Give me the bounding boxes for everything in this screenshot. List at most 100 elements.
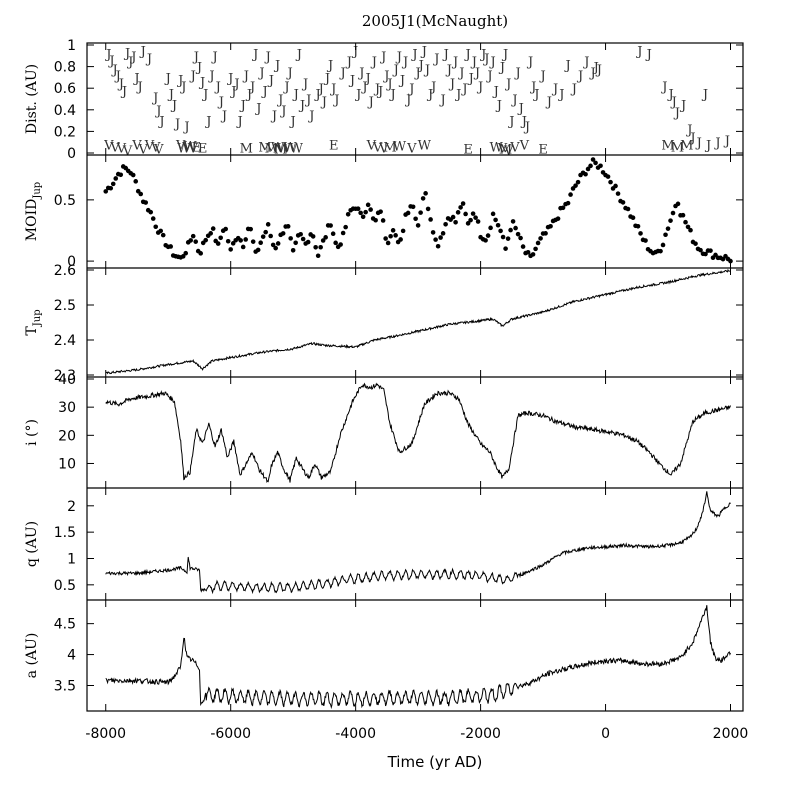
encounter-J-marker: J <box>270 109 277 124</box>
perihelion-ytick-label: 2 <box>67 499 76 515</box>
encounter-J-marker: J <box>667 88 674 103</box>
encounter-J-marker: J <box>404 93 411 108</box>
encounter-V-marker: V <box>406 142 417 157</box>
moid-point <box>160 232 166 238</box>
encounter-M-marker: M <box>258 141 271 156</box>
encounter-J-marker: J <box>401 55 408 70</box>
encounter-J-marker: J <box>229 84 236 99</box>
encounter-J-marker: J <box>264 50 271 65</box>
encounter-J-marker: J <box>576 69 583 84</box>
moid-point <box>583 171 588 177</box>
encounter-V-marker: V <box>122 144 133 159</box>
moid-point <box>368 207 373 212</box>
moid-point <box>393 233 398 238</box>
encounter-J-marker: J <box>501 48 508 63</box>
encounter-J-marker: J <box>204 115 211 130</box>
encounter-J-marker: J <box>695 136 702 151</box>
moid-point <box>168 244 174 249</box>
moid-point <box>183 250 189 256</box>
moid-point <box>508 227 513 233</box>
perihelion-line <box>105 491 731 595</box>
encounter-J-marker: J <box>582 55 589 70</box>
moid-point <box>298 231 303 237</box>
encounter-J-marker: J <box>145 52 152 67</box>
encounter-J-marker: J <box>457 66 464 81</box>
x-tick-label: -2000 <box>460 726 501 742</box>
encounter-J-marker: J <box>670 95 677 110</box>
encounter-J-marker: J <box>395 50 402 65</box>
moid-point <box>698 247 703 253</box>
encounter-J-marker: J <box>326 58 333 73</box>
moid-point <box>593 160 598 166</box>
moid-point <box>420 196 426 201</box>
encounter-J-marker: J <box>467 71 474 86</box>
encounter-J-marker: J <box>360 80 367 95</box>
moid-point <box>398 237 403 242</box>
moid-point <box>665 226 671 231</box>
moid-point <box>490 211 496 217</box>
x-tick-label: -4000 <box>335 726 376 742</box>
encounter-J-marker: J <box>132 71 139 86</box>
moid-point <box>300 236 306 242</box>
encounter-J-marker: J <box>220 109 227 124</box>
moid-point <box>680 212 686 218</box>
moid-point <box>108 185 114 191</box>
moid-point <box>385 240 391 246</box>
moid-point <box>488 225 493 231</box>
distance-ylabel: Dist. (AU) <box>24 64 40 134</box>
moid-point <box>688 227 693 233</box>
encounter-J-marker: J <box>364 71 371 86</box>
moid-point <box>635 223 641 229</box>
moid-point <box>468 217 473 223</box>
encounter-M-marker: M <box>383 141 396 156</box>
inclination-ytick-label: 20 <box>58 428 76 444</box>
encounter-W-marker: W <box>393 139 407 154</box>
moid-point <box>485 233 491 238</box>
distance-ytick-label: 0.8 <box>54 60 76 76</box>
semimajor-line <box>105 605 731 710</box>
encounter-J-marker: J <box>523 120 530 135</box>
encounter-E-marker: E <box>463 143 473 158</box>
encounter-V-marker: V <box>519 138 530 153</box>
moid-point <box>110 181 116 187</box>
encounter-J-marker: J <box>139 44 146 59</box>
moid-point <box>315 253 321 259</box>
moid-point <box>443 221 448 227</box>
encounter-J-marker: J <box>454 88 461 103</box>
moid-point <box>285 224 291 229</box>
moid-point <box>313 244 318 250</box>
encounter-J-marker: J <box>167 88 174 103</box>
moid-point <box>458 205 463 210</box>
encounter-J-marker: J <box>529 80 536 95</box>
encounter-J-marker: J <box>398 74 405 89</box>
encounter-J-marker: J <box>292 88 299 103</box>
panel-semimajor: 3.5 4 4.5 a (AU) <box>24 599 743 711</box>
encounter-J-marker: J <box>126 55 133 70</box>
encounter-W-marker: W <box>490 141 504 156</box>
moid-point <box>530 252 536 257</box>
moid-point <box>340 230 346 236</box>
encounter-J-marker: J <box>429 80 436 95</box>
moid-point <box>358 210 363 216</box>
encounter-J-marker: J <box>410 48 417 63</box>
encounter-M-marker: M <box>661 138 674 153</box>
moid-point <box>228 247 233 252</box>
x-axis-label: Time (yr AD) <box>387 753 483 771</box>
encounter-J-marker: J <box>198 76 205 91</box>
plot-frame <box>86 42 744 712</box>
moid-point <box>625 206 631 212</box>
encounter-J-marker: J <box>357 66 364 81</box>
encounter-J-marker: J <box>239 98 246 113</box>
moid-point <box>248 226 253 232</box>
encounter-W-marker: W <box>283 141 297 156</box>
encounter-J-marker: J <box>254 102 261 117</box>
moid-point <box>130 172 136 178</box>
encounter-V-marker: V <box>138 143 149 158</box>
perihelion-ytick-label: 1.5 <box>54 525 76 541</box>
encounter-J-marker: J <box>192 50 199 65</box>
encounter-V-marker: V <box>497 142 508 157</box>
moid-point <box>430 230 436 235</box>
moid-point <box>365 202 371 208</box>
moid-point <box>265 222 271 227</box>
encounter-V-marker: V <box>188 142 199 157</box>
